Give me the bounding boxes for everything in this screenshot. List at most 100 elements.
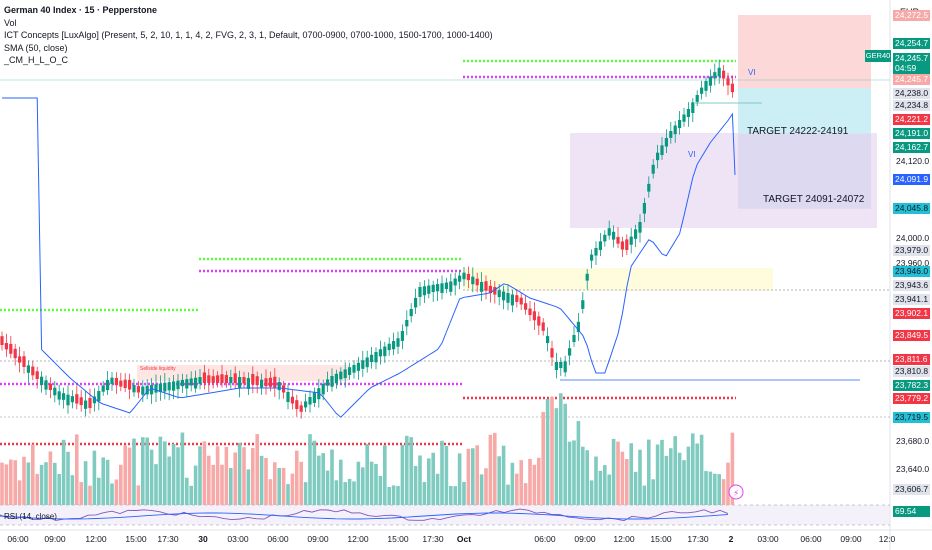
candle-body (673, 125, 677, 135)
price-axis-label: 24,221.2 (893, 114, 930, 125)
candle-body (101, 385, 105, 392)
candle-body (678, 120, 682, 129)
volume-bar (229, 468, 233, 505)
candle-body (334, 373, 338, 384)
candle-body (255, 376, 259, 386)
candle-body (0, 336, 4, 345)
volume-bar (581, 446, 585, 505)
candle-body (53, 387, 57, 396)
volume-bar (264, 457, 268, 505)
volume-bar (136, 485, 141, 505)
volume-bar (127, 447, 132, 505)
volume-bar (691, 433, 695, 505)
candle-body (356, 362, 360, 371)
volume-bar (259, 455, 264, 505)
time-axis-label: 15:00 (125, 534, 147, 544)
candle-body (70, 396, 74, 403)
price-axis-label: 23,719.5 (893, 412, 930, 423)
candle-body (9, 343, 13, 354)
candle-body (88, 398, 92, 408)
candle-body (374, 352, 378, 363)
volume-bar (215, 446, 220, 505)
svg-text:⚡: ⚡ (733, 489, 739, 499)
candle-body (612, 231, 616, 240)
candle-body (18, 356, 22, 363)
volume-bar (510, 462, 515, 505)
volume-bar (145, 437, 149, 505)
candle-body (31, 366, 35, 376)
candle-body (466, 273, 470, 281)
volume-bar (26, 462, 31, 505)
time-axis-label: 03:00 (757, 534, 779, 544)
candle-body (669, 131, 673, 138)
volume-bar (57, 473, 61, 505)
candle-body (370, 354, 374, 363)
candle-body (92, 396, 96, 404)
volume-bar (369, 461, 374, 505)
volume-bar (391, 485, 396, 505)
candle-body (352, 365, 356, 373)
candle-body (154, 384, 158, 393)
candle-body (180, 379, 184, 387)
volume-bar (484, 468, 488, 505)
candle-body (22, 356, 26, 367)
volume-bar (193, 465, 198, 505)
candle-body (264, 378, 268, 387)
candle-body (471, 276, 475, 285)
candle-body (400, 331, 404, 341)
price-axis-label: 24,091.9 (893, 174, 930, 185)
volume-bar (576, 421, 581, 505)
candle-body (220, 374, 224, 383)
volume-bar (356, 461, 361, 505)
volume-bar (431, 452, 435, 505)
volume-bar (79, 482, 83, 505)
volume-bar (299, 461, 303, 505)
rsi-legend[interactable]: RSI (14, close) (4, 512, 57, 521)
candle-body (497, 290, 501, 298)
candle-body (730, 83, 734, 93)
candle-body (726, 78, 730, 86)
volume-bar (61, 439, 66, 505)
vi-label-1: VI (748, 68, 756, 77)
volume-bar (224, 446, 229, 505)
lightning-icon[interactable] (728, 484, 744, 500)
volume-bar (559, 393, 563, 505)
candle-body (422, 286, 426, 296)
candle-body (317, 388, 321, 400)
candle-body (708, 76, 712, 86)
candle-body (211, 376, 215, 383)
time-axis-label: 06:00 (534, 534, 556, 544)
volume-bar (321, 453, 325, 505)
volume-bar (97, 477, 101, 505)
volume-bar (39, 464, 44, 505)
volume-bar (721, 479, 726, 505)
volume-bar (730, 432, 735, 505)
volume-bar (383, 445, 387, 505)
sellside-label: Sellside liquidity (140, 366, 176, 372)
volume-bar (647, 439, 651, 505)
candle-body (97, 391, 101, 402)
volume-bar (633, 471, 638, 505)
volume-bar (440, 440, 444, 505)
price-axis-label: 23,779.2 (893, 393, 930, 404)
volume-bar (105, 459, 110, 505)
volume-bar (515, 473, 519, 505)
time-axis-label: 06:00 (267, 534, 289, 544)
volume-bar (163, 441, 167, 505)
volume-bar (629, 443, 633, 505)
volume-bar (717, 474, 721, 505)
volume-bar (396, 486, 400, 505)
time-axis-label: 17:30 (687, 534, 709, 544)
volume-bar (664, 455, 669, 505)
candle-body (634, 229, 638, 239)
volume-bar (585, 450, 589, 505)
candle-body (722, 70, 726, 79)
volume-bar (378, 475, 383, 505)
volume-bar (682, 460, 686, 505)
candle-body (484, 281, 488, 291)
candle-body (48, 383, 52, 390)
price-axis-label: 24,234.8 (893, 100, 930, 111)
candle-body (128, 379, 132, 390)
target-label-2: TARGET 24091-24072 (763, 194, 865, 205)
